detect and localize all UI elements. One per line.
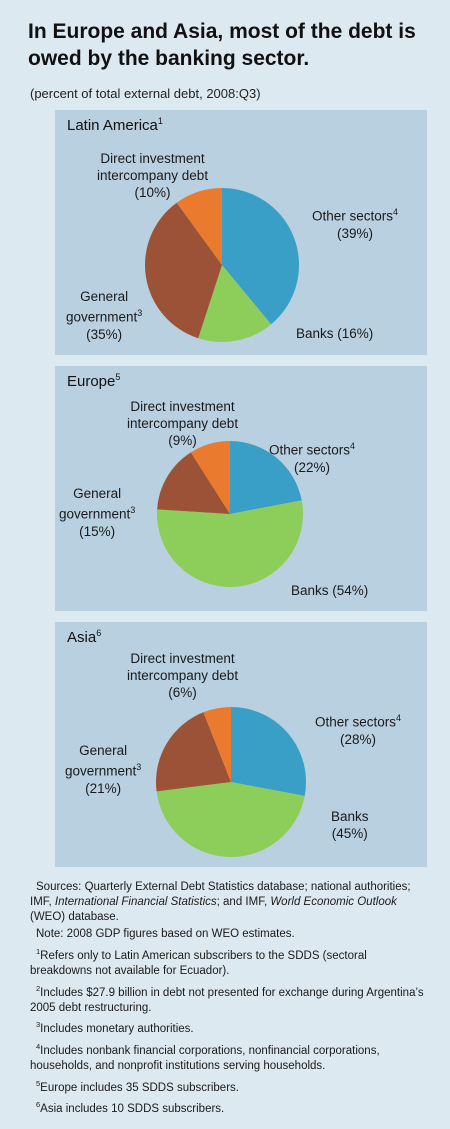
pie-slice-gov [157, 452, 230, 514]
pie-chart-latin-america [145, 188, 299, 342]
label-general-government: General government3 (21%) [65, 743, 142, 796]
label-direct-investment: Direct investment intercompany debt (9%) [127, 399, 239, 448]
panel-title: Europe5 [67, 372, 121, 390]
pie-slice-gov [155, 712, 231, 792]
pie-slice-banks [156, 500, 303, 587]
pie-slice-other [230, 441, 302, 514]
chart-title: In Europe and Asia, most of the debt is … [28, 20, 416, 70]
label-other-sectors: Other sectors4 (28%) [315, 713, 402, 747]
label-other-sectors: Other sectors4 (22%) [269, 441, 356, 475]
label-general-government: General government3 (15%) [59, 486, 136, 539]
pie-slice-direct [190, 441, 230, 514]
panel-title: Latin America1 [67, 116, 163, 134]
label-banks: Banks (54%) [291, 583, 369, 598]
label-direct-investment: Direct investment intercompany debt (6%) [127, 651, 239, 700]
pie-slice-gov [145, 202, 222, 339]
chart-subtitle: (percent of total external debt, 2008:Q3… [30, 86, 261, 101]
footnote-1: 1Refers only to Latin American subscribe… [30, 946, 367, 977]
label-direct-investment: Direct investment intercompany debt (10%… [97, 151, 209, 200]
panel-europe: Europe5 Direct investment intercompany d… [55, 366, 427, 611]
pie-slice-banks [198, 265, 272, 342]
pie-slice-direct [176, 188, 222, 265]
pie-chart-europe [156, 441, 303, 587]
footnote-5: 5Europe includes 35 SDDS subscribers. [36, 1078, 239, 1094]
pie-slice-other [231, 707, 306, 797]
notes: Sources: Quarterly External Debt Statist… [30, 880, 425, 1119]
footnote-4: 4Includes nonbank financial corporations… [30, 1041, 380, 1072]
label-banks: Banks (16%) [296, 326, 374, 341]
sources-note: Sources: Quarterly External Debt Statist… [30, 881, 411, 924]
pie-slice-other [222, 188, 299, 325]
panel-asia: Asia6 Direct investment intercompany deb… [55, 622, 427, 867]
pie-slice-banks [156, 782, 305, 857]
footnote-6: 6Asia includes 10 SDDS subscribers. [36, 1100, 225, 1115]
gdp-note: Note: 2008 GDP figures based on WEO esti… [36, 928, 295, 941]
pie-slice-direct [203, 707, 231, 782]
panel-title: Asia6 [67, 628, 102, 646]
footnote-2: 2Includes $27.9 billion in debt not pres… [30, 983, 424, 1014]
label-other-sectors: Other sectors4 (39%) [312, 207, 399, 241]
footnote-3: 3Includes monetary authorities. [36, 1020, 194, 1036]
pie-chart-asia [155, 707, 306, 857]
panel-latin-america: Latin America1 Direct investment interco… [55, 110, 427, 355]
label-banks: Banks (45%) [331, 809, 369, 841]
label-general-government: General government3 (35%) [66, 289, 143, 342]
